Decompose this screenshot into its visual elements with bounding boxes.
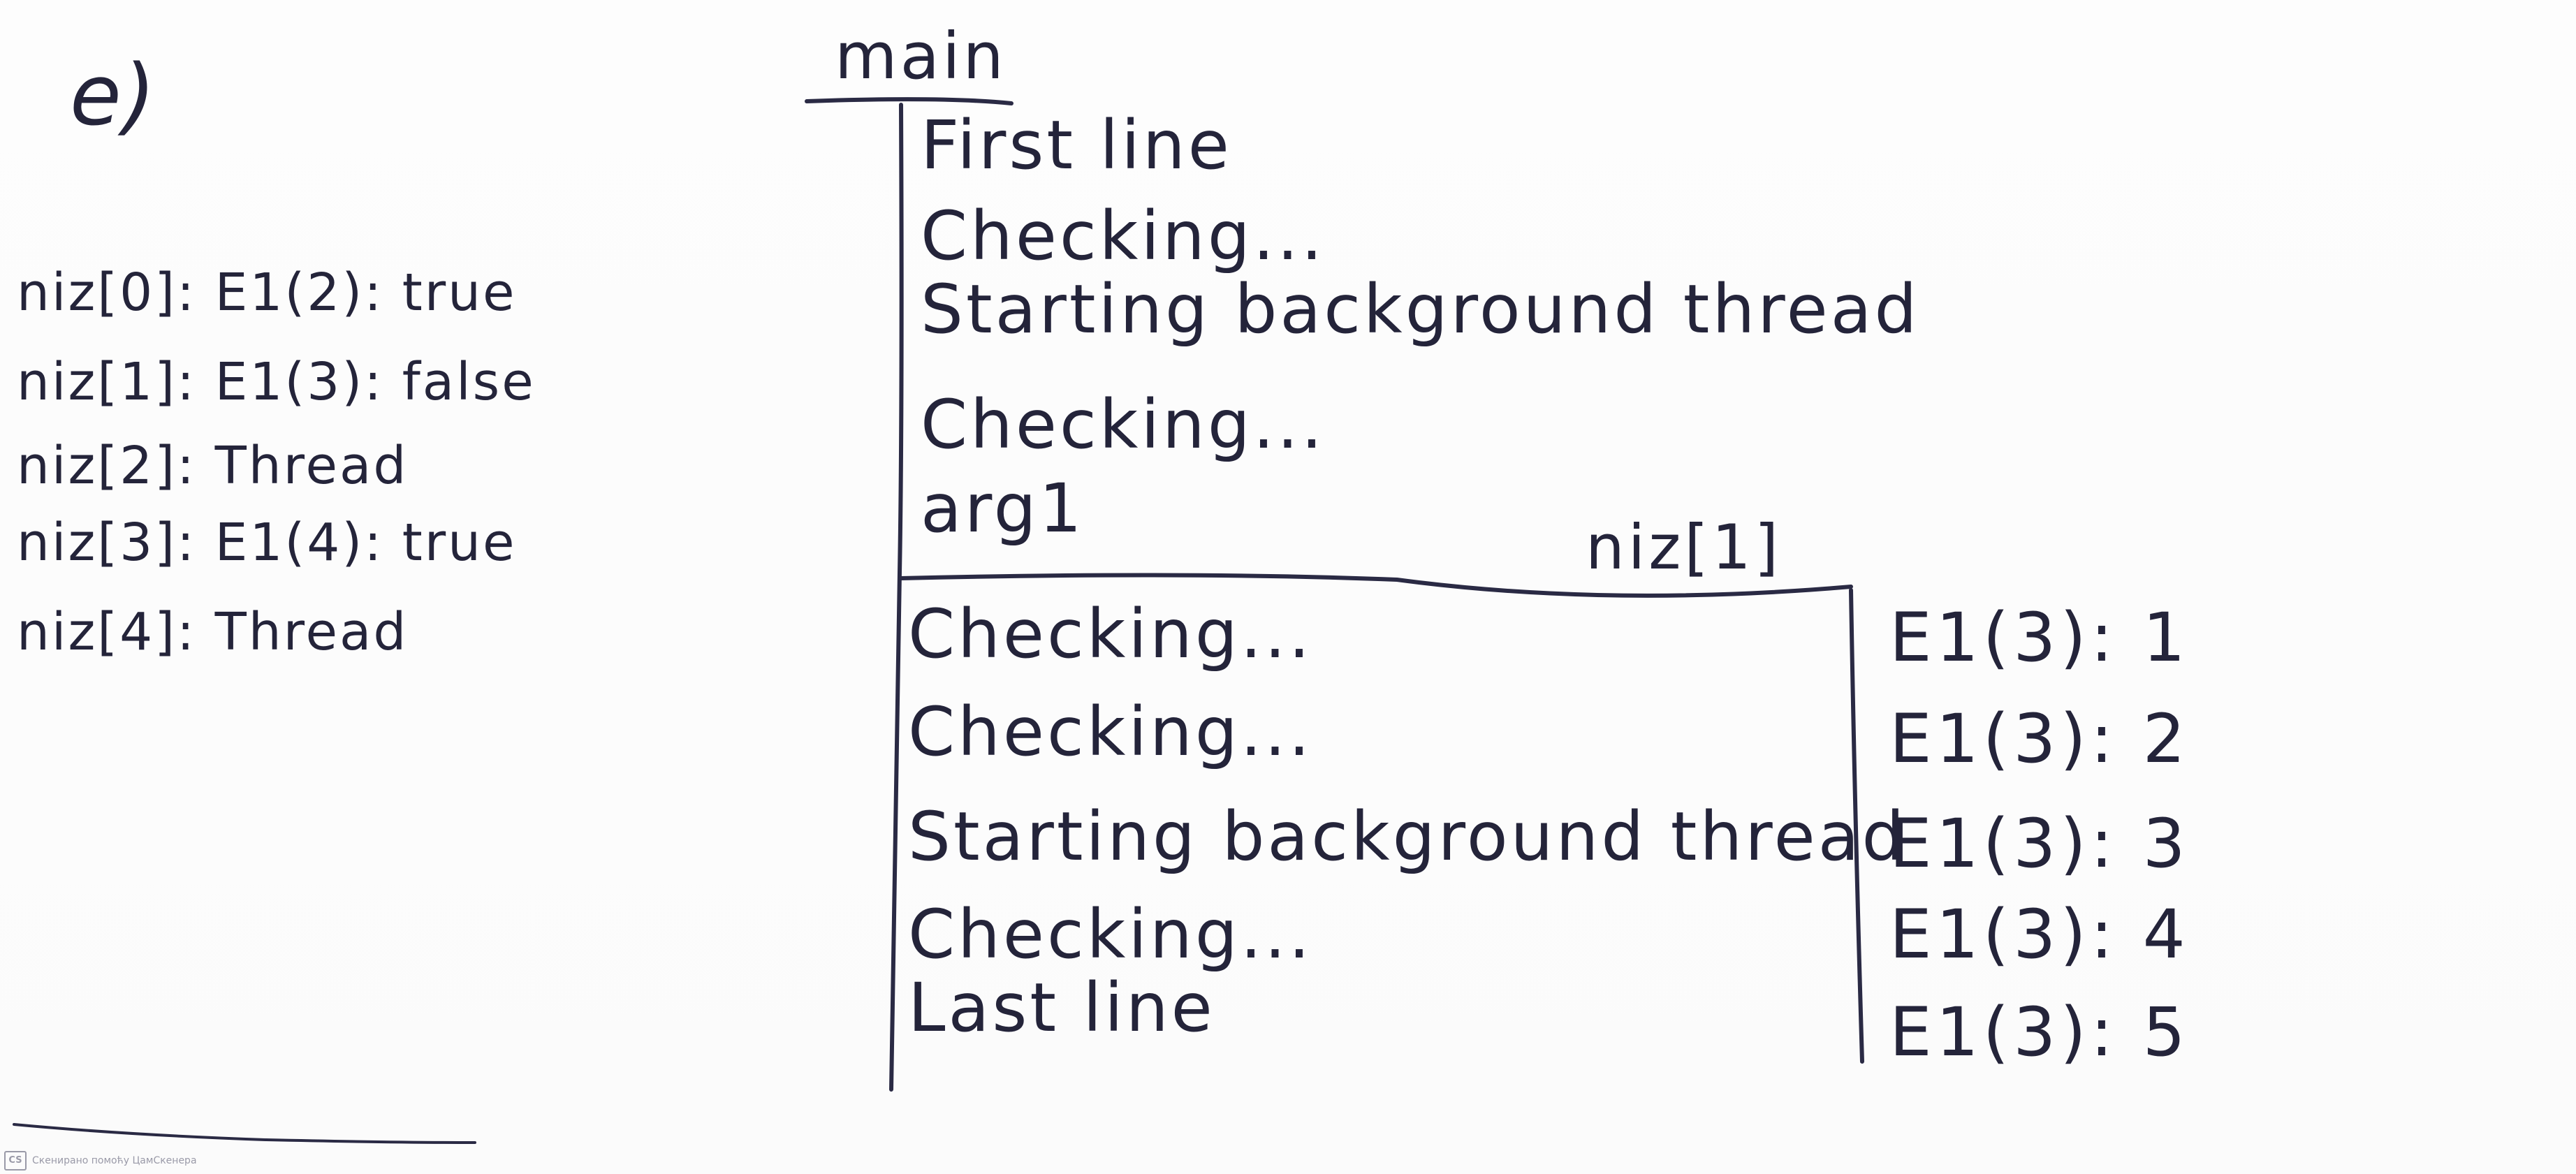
thread-line-2: E1(3): 3 [1889,805,2190,883]
thread-line-0: E1(3): 1 [1889,599,2190,677]
left-list-item-3: niz[3]: E1(4): true [17,513,517,573]
main-after-line-3: Checking... [908,895,1313,974]
left-list-item-2: niz[2]: Thread [17,436,409,496]
main-after-line-2: Starting background thread [908,798,1908,876]
main-line-4: arg1 [921,469,1085,548]
section-label: e) [70,47,157,145]
main-thread-title: main [835,19,1007,94]
main-after-line-0: Checking... [908,595,1313,673]
thread-line-1: E1(3): 2 [1889,700,2190,778]
thread-title: niz[1] [1586,511,1783,583]
main-after-line-4: Last line [908,969,1215,1047]
scanner-watermark: CS Скенирано помоћу ЦамСкенера [4,1151,197,1171]
main-line-3: Checking... [921,386,1326,464]
left-list-item-0: niz[0]: E1(2): true [17,263,517,323]
thread-line-4: E1(3): 5 [1889,993,2190,1071]
left-list-item-4: niz[4]: Thread [17,602,409,662]
main-after-line-1: Checking... [908,693,1313,771]
main-line-0: First line [921,106,1232,184]
scanner-watermark-text: Скенирано помоћу ЦамСкенера [32,1155,197,1166]
main-line-2: Starting background thread [921,270,1920,348]
camscanner-logo-icon: CS [4,1151,27,1171]
main-line-1: Checking... [921,197,1326,275]
thread-line-3: E1(3): 4 [1889,895,2190,974]
left-list-item-1: niz[1]: E1(3): false [17,352,536,412]
